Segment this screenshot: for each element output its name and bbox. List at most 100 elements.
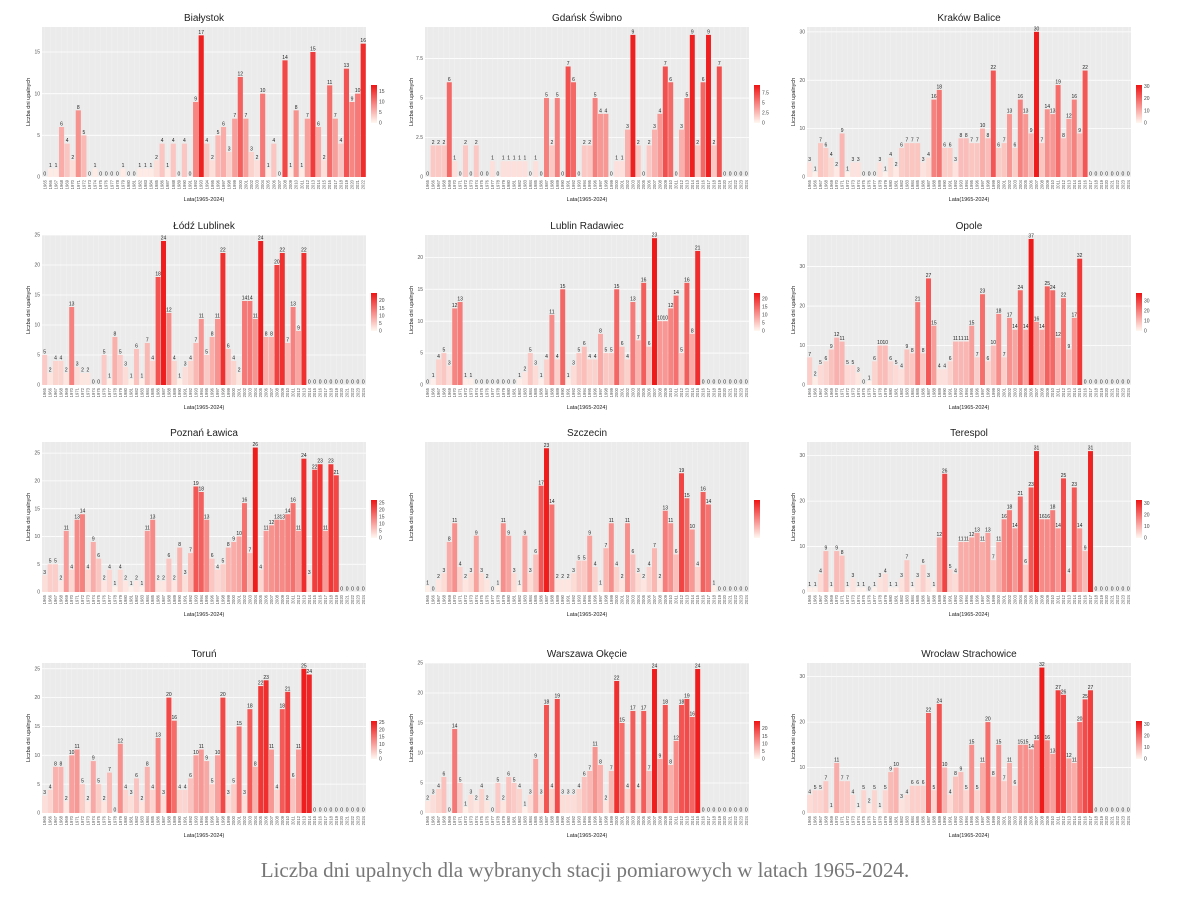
data-label: 2 — [464, 140, 467, 146]
data-label: 0 — [324, 380, 327, 386]
bar — [695, 145, 701, 177]
data-label: 14 — [673, 290, 679, 296]
x-tick-label: 1993 — [958, 815, 963, 825]
x-tick-label: 1966 — [431, 594, 436, 604]
bar — [673, 741, 679, 813]
x-tick-label: 1975 — [96, 387, 101, 397]
x-tick-label: 2017 — [323, 387, 328, 397]
x-tick-label: 2005 — [258, 815, 263, 825]
bar — [463, 807, 468, 813]
bar — [1066, 349, 1072, 385]
bar — [980, 128, 985, 177]
data-label: 11 — [980, 537, 985, 543]
x-tick-label: 2020 — [339, 815, 344, 825]
data-label: 0 — [330, 808, 333, 814]
data-label: 0 — [1100, 808, 1103, 814]
data-label: 21 — [285, 686, 291, 692]
x-tick-label: 1998 — [603, 179, 608, 189]
x-tick-label: 1991 — [566, 815, 571, 825]
x-tick-label: 1972 — [463, 387, 468, 397]
data-label: 0 — [330, 380, 333, 386]
x-tick-label: 1978 — [877, 179, 882, 189]
x-tick-label: 1990 — [177, 594, 182, 604]
x-tick-label: 1970 — [452, 815, 457, 825]
bar — [332, 118, 338, 177]
bar — [1007, 510, 1012, 592]
x-tick-label: 1965 — [807, 815, 812, 825]
bar — [630, 554, 636, 592]
data-label: 7 — [808, 352, 811, 358]
bar — [812, 377, 818, 385]
bar — [931, 99, 937, 177]
data-label: 1 — [846, 582, 849, 588]
data-label: 7 — [992, 555, 995, 561]
x-tick-label: 1987 — [161, 387, 166, 397]
x-tick-label: 2005 — [266, 179, 271, 189]
y-tick-label: 20 — [799, 720, 805, 726]
data-label: 4 — [588, 354, 591, 360]
bar — [171, 361, 177, 385]
data-label: 8 — [599, 760, 602, 766]
data-label: 3 — [76, 362, 79, 368]
x-tick-label: 1974 — [91, 387, 96, 397]
data-label: 0 — [97, 380, 100, 386]
data-label: 3 — [124, 362, 127, 368]
bar — [576, 560, 582, 592]
x-tick-label: 2023 — [355, 815, 360, 825]
x-tick-label: 2001 — [1002, 387, 1007, 397]
x-tick-label: 2011 — [1056, 179, 1061, 189]
bar — [517, 585, 522, 592]
data-label: 0 — [357, 808, 360, 814]
data-label: 7 — [906, 138, 909, 144]
bar — [807, 357, 813, 385]
x-tick-label: 2020 — [339, 387, 344, 397]
x-tick-label: 1985 — [533, 815, 538, 825]
x-tick-label: 1973 — [468, 815, 473, 825]
bar — [1061, 478, 1066, 592]
data-label: 9 — [588, 530, 591, 536]
legend-tick-label: 10 — [379, 742, 385, 748]
bar — [641, 579, 647, 592]
bar — [231, 361, 237, 385]
x-tick-label: 1992 — [571, 179, 576, 189]
data-label: 4 — [906, 789, 909, 795]
bar — [53, 361, 58, 385]
y-tick-label: 15 — [417, 721, 423, 727]
data-label: 3 — [250, 147, 253, 153]
x-tick-label: 2007 — [1034, 815, 1039, 825]
x-tick-label: 2003 — [1012, 594, 1017, 604]
data-label: 11 — [958, 336, 963, 342]
x-tick-label: 1978 — [115, 179, 120, 189]
bar — [247, 301, 253, 385]
data-label: 6 — [448, 77, 451, 83]
data-label: 9 — [534, 754, 537, 760]
data-label: 1 — [49, 163, 52, 169]
y-tick-label: 0 — [37, 590, 40, 596]
x-tick-label: 2002 — [625, 815, 630, 825]
x-tick-label: 1998 — [227, 179, 232, 189]
x-tick-label: 2013 — [1066, 387, 1071, 397]
x-tick-label: 1990 — [560, 594, 565, 604]
x-tick-label: 1995 — [587, 594, 592, 604]
x-tick-label: 2011 — [674, 815, 679, 825]
x-tick-label: 2023 — [1120, 179, 1125, 189]
data-label: 3 — [927, 573, 930, 579]
x-tick-label: 1997 — [980, 387, 985, 397]
data-label: 19 — [1055, 80, 1061, 86]
bar — [716, 66, 722, 177]
data-label: 7 — [911, 138, 914, 144]
data-label: 1 — [524, 802, 527, 808]
chart-panel: Kraków Balice 0 10 20 30 3 1965 1 1966 7 1967 6 1968… — [787, 10, 1157, 210]
bar — [614, 681, 620, 813]
x-tick-label: 2003 — [247, 387, 252, 397]
data-label: 18 — [155, 272, 161, 278]
data-label: 3 — [308, 570, 311, 576]
x-tick-label: 1970 — [834, 594, 839, 604]
x-tick-label: 2015 — [695, 594, 700, 604]
data-label: 20 — [166, 692, 172, 698]
data-label: 7 — [1003, 776, 1006, 782]
data-label: 9 — [205, 756, 208, 762]
data-label: 0 — [513, 380, 516, 386]
bar — [137, 168, 143, 177]
x-tick-label: 1984 — [528, 815, 533, 825]
